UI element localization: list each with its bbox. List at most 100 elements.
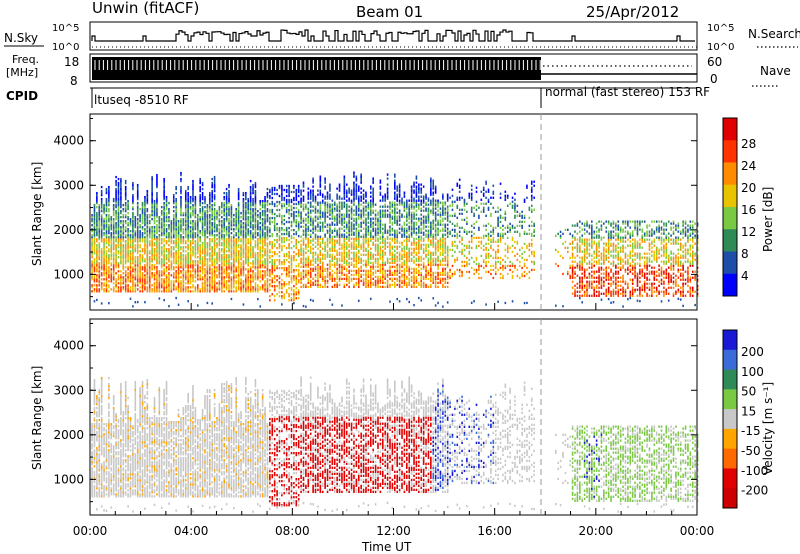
power-pixel xyxy=(172,286,175,289)
power-pixel xyxy=(372,271,374,274)
power-pixel xyxy=(213,288,216,291)
power-pixel xyxy=(233,260,235,263)
power-pixel xyxy=(129,270,132,273)
power-pixel xyxy=(309,273,312,276)
power-pixel xyxy=(285,232,288,236)
power-pixel xyxy=(357,223,360,226)
power-pixel xyxy=(369,283,372,287)
power-pixel xyxy=(122,288,125,291)
power-pixel xyxy=(223,250,226,253)
power-pixel xyxy=(139,218,141,221)
power-pixel xyxy=(120,234,122,237)
power-pixel xyxy=(391,253,394,256)
power-pixel xyxy=(201,284,204,287)
power-pixel xyxy=(319,217,322,220)
power-pixel xyxy=(211,240,213,243)
power-pixel xyxy=(189,205,192,209)
power-pixel xyxy=(134,266,137,269)
power-pixel xyxy=(96,278,98,281)
power-pixel xyxy=(266,248,269,251)
power-pixel xyxy=(283,240,286,244)
power-pixel xyxy=(293,271,295,274)
power-pixel xyxy=(288,208,290,212)
power-pixel xyxy=(182,254,185,257)
power-pixel xyxy=(233,268,235,271)
power-pixel xyxy=(278,212,281,216)
power-pixel xyxy=(139,226,141,229)
power-pixel xyxy=(206,224,209,227)
power-pixel xyxy=(329,263,331,266)
power-pixel xyxy=(290,267,293,270)
power-pixel xyxy=(336,203,338,206)
power-pixel xyxy=(218,244,221,247)
power-pixel xyxy=(216,260,218,263)
power-pixel xyxy=(163,191,165,195)
power-pixel xyxy=(96,228,98,231)
power-pixel xyxy=(223,258,226,261)
power-pixel xyxy=(240,272,242,275)
power-pixel xyxy=(295,206,298,210)
power-pixel xyxy=(196,268,199,271)
power-pixel xyxy=(235,240,238,243)
power-pixel xyxy=(321,195,324,198)
power-pixel xyxy=(319,207,322,210)
power-pixel xyxy=(259,222,262,225)
power-pixel xyxy=(245,220,247,223)
power-pixel xyxy=(326,193,329,196)
power-pixel xyxy=(348,199,350,202)
power-pixel xyxy=(261,246,264,249)
power-pixel xyxy=(249,220,252,223)
power-pixel xyxy=(333,229,336,232)
power-pixel xyxy=(266,187,269,191)
power-pixel xyxy=(300,279,302,283)
power-pixel xyxy=(247,240,250,243)
power-pixel xyxy=(117,183,120,187)
power-pixel xyxy=(235,268,238,271)
power-pixel xyxy=(367,205,370,208)
power-pixel xyxy=(266,209,269,213)
power-pixel xyxy=(213,280,216,283)
power-pixel xyxy=(151,288,153,291)
power-pixel xyxy=(357,275,360,278)
power-pixel xyxy=(264,234,266,237)
power-pixel xyxy=(98,246,101,249)
power-pixel xyxy=(259,216,262,219)
power-pixel xyxy=(175,218,177,221)
power-pixel xyxy=(163,268,165,271)
power-pixel xyxy=(184,203,187,207)
power-pixel xyxy=(365,285,367,289)
power-pixel xyxy=(127,248,129,251)
power-pixel xyxy=(331,247,334,250)
power-pixel xyxy=(184,197,187,201)
power-pixel xyxy=(105,207,108,211)
power-pixel xyxy=(160,284,163,287)
power-pixel xyxy=(98,230,101,233)
power-pixel xyxy=(93,278,96,281)
power-pixel xyxy=(158,236,161,239)
power-pixel xyxy=(204,282,206,285)
power-pixel xyxy=(254,254,257,257)
power-pixel xyxy=(127,246,129,249)
power-pixel xyxy=(307,215,310,218)
power-pixel xyxy=(329,195,331,198)
power-pixel xyxy=(225,260,228,263)
power-pixel xyxy=(319,259,322,262)
power-pixel xyxy=(187,282,189,285)
power-pixel xyxy=(252,256,254,259)
power-pixel xyxy=(170,250,173,253)
power-pixel xyxy=(245,193,247,197)
power-pixel xyxy=(281,204,283,208)
power-pixel xyxy=(151,228,153,231)
power-pixel xyxy=(245,290,247,293)
power-pixel xyxy=(146,260,149,263)
power-pixel xyxy=(153,276,156,279)
power-pixel xyxy=(108,232,110,235)
power-pixel xyxy=(151,242,153,245)
power-pixel xyxy=(117,193,120,197)
power-pixel xyxy=(146,276,149,279)
power-pixel xyxy=(312,225,314,228)
power-pixel xyxy=(120,238,122,241)
power-pixel xyxy=(148,232,151,235)
power-pixel xyxy=(348,191,350,194)
power-pixel xyxy=(93,218,96,221)
